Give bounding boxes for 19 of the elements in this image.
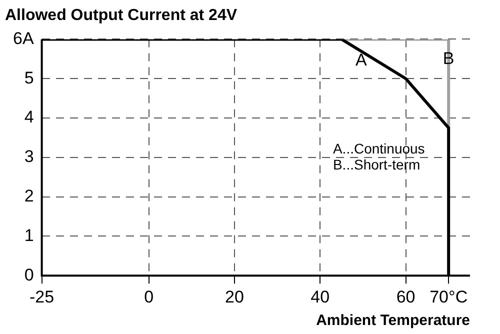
series-label: A (356, 50, 368, 70)
y-tick-label: 4 (24, 108, 34, 127)
x-axis-title: Ambient Temperature (316, 312, 470, 330)
x-tick-label: 70°C (430, 287, 468, 306)
x-tick-label: 0 (144, 287, 154, 306)
x-tick-label: 60 (396, 287, 416, 306)
y-tick-label: 3 (24, 147, 34, 166)
x-tick-label: -25 (30, 287, 54, 306)
y-tick-label: 1 (24, 226, 34, 245)
annotation: A...Continuous (332, 140, 425, 156)
y-tick-label: 2 (24, 186, 34, 206)
annotation: B...Short-term (332, 156, 420, 172)
y-tick-label: 0 (24, 265, 34, 284)
x-tick-label: 20 (225, 287, 244, 306)
chart-title: Allowed Output Current at 24V (5, 7, 238, 24)
x-tick-label: 40 (310, 287, 330, 306)
y-tick-label: 5 (24, 68, 34, 88)
y-tick-label: 6A (12, 28, 34, 48)
series-label: B (442, 48, 454, 68)
